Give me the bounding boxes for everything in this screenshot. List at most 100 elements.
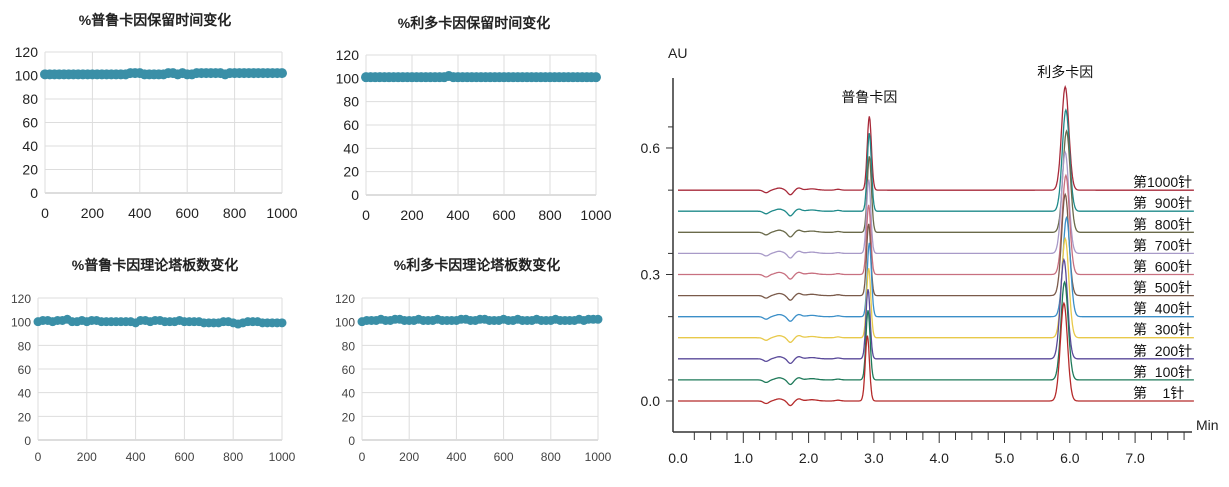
x-tick-label: 1000 bbox=[266, 205, 297, 221]
y-tick-label: 60 bbox=[343, 117, 359, 133]
trace-line bbox=[678, 257, 1194, 365]
chart-title: %利多卡因理论塔板数变化 bbox=[394, 257, 560, 273]
y-tick-label: 0 bbox=[30, 185, 38, 201]
x-tick-label: 600 bbox=[492, 207, 516, 223]
chart-title: %普鲁卡因保留时间变化 bbox=[79, 12, 231, 28]
x-tick-label: 200 bbox=[399, 450, 419, 464]
chromatogram: AU Min 0.0 0.3 0.6 0.0 1.0 2.0 3.0 4.0 5.0 6.0 7.0 普鲁… bbox=[641, 45, 1219, 466]
x-tick-label: 400 bbox=[446, 450, 466, 464]
trace-line bbox=[678, 301, 1194, 407]
trace-label: 第 400针 bbox=[1133, 301, 1192, 317]
y-tick-label: 80 bbox=[343, 94, 359, 110]
x-tick-label: 800 bbox=[223, 205, 247, 221]
y-tick-label: 0.6 bbox=[641, 140, 661, 156]
x-tick-label: 400 bbox=[128, 205, 152, 221]
y-tick-label: 80 bbox=[342, 339, 356, 353]
y-tick-label: 120 bbox=[15, 44, 39, 60]
y-tick-label: 100 bbox=[11, 316, 31, 330]
y-tick-label: 0 bbox=[351, 187, 359, 203]
data-point bbox=[591, 72, 601, 83]
chart-title: %利多卡因保留时间变化 bbox=[398, 15, 550, 31]
x-tick-label: 0 bbox=[41, 205, 49, 221]
trace-line bbox=[678, 280, 1194, 386]
y-tick-label: 20 bbox=[342, 410, 356, 424]
x-tick-label: 0 bbox=[35, 450, 42, 464]
x-tick-label: 1000 bbox=[585, 450, 612, 464]
y-tick-label: 20 bbox=[22, 162, 38, 178]
data-point bbox=[593, 314, 603, 324]
trace-label: 第 700针 bbox=[1133, 237, 1192, 253]
trace-label: 第 900针 bbox=[1133, 195, 1192, 211]
trace-label: 第 800针 bbox=[1133, 216, 1192, 232]
x-tick-label: 0 bbox=[362, 207, 370, 223]
trace-label: 第 300针 bbox=[1133, 322, 1192, 338]
scatter-chart-1: %普鲁卡因保留时间变化 0 20 40 60 80 100 120 0 200 400 600 800 1… bbox=[15, 12, 298, 221]
trace-line bbox=[678, 129, 1194, 238]
x-axis-label: Min bbox=[1196, 417, 1219, 433]
y-tick-label: 100 bbox=[336, 70, 360, 86]
x-tick-label: 0 bbox=[359, 450, 366, 464]
y-tick-label: 120 bbox=[336, 47, 360, 63]
x-tick-label: 800 bbox=[223, 450, 243, 464]
y-tick-label: 0.3 bbox=[641, 266, 661, 282]
y-tick-label: 40 bbox=[342, 387, 356, 401]
x-tick-label: 0.0 bbox=[668, 450, 688, 466]
x-tick-label: 4.0 bbox=[929, 450, 949, 466]
trace-label: 第 1针 bbox=[1133, 385, 1184, 401]
y-tick-label: 40 bbox=[22, 138, 38, 154]
y-tick-label: 20 bbox=[343, 164, 359, 180]
scatter-chart-2: %利多卡因保留时间变化 0 20 40 60 80 100 120 0 200 400 600 800 1… bbox=[336, 15, 612, 223]
y-tick-label: 80 bbox=[22, 91, 38, 107]
x-tick-label: 600 bbox=[494, 450, 514, 464]
x-tick-label: 1.0 bbox=[734, 450, 754, 466]
trace-label: 第 500针 bbox=[1133, 280, 1192, 296]
peak-label: 普鲁卡因 bbox=[841, 89, 897, 105]
y-tick-label: 120 bbox=[335, 292, 355, 306]
y-axis-label: AU bbox=[668, 45, 687, 61]
trace-line bbox=[678, 173, 1194, 280]
trace-label: 第 600针 bbox=[1133, 258, 1192, 274]
y-tick-label: 100 bbox=[15, 68, 39, 84]
x-tick-label: 200 bbox=[81, 205, 105, 221]
trace-line bbox=[678, 150, 1194, 259]
y-tick-label: 60 bbox=[22, 115, 38, 131]
x-tick-label: 800 bbox=[538, 207, 562, 223]
x-tick-label: 1000 bbox=[580, 207, 611, 223]
y-tick-label: 100 bbox=[335, 316, 355, 330]
x-tick-label: 1000 bbox=[269, 450, 296, 464]
y-tick-label: 20 bbox=[18, 410, 32, 424]
trace-label: 第 100针 bbox=[1133, 364, 1192, 380]
data-point bbox=[277, 68, 287, 79]
y-tick-label: 80 bbox=[18, 339, 32, 353]
scatter-chart-3: %普鲁卡因理论塔板数变化 0 20 40 60 80 100 120 0 200 400 600 800… bbox=[11, 257, 296, 464]
scatter-chart-4: %利多卡因理论塔板数变化 0 20 40 60 80 100 120 0 200 400 600 800… bbox=[335, 257, 612, 464]
y-tick-label: 60 bbox=[18, 363, 32, 377]
x-tick-label: 5.0 bbox=[995, 450, 1015, 466]
x-tick-label: 2.0 bbox=[799, 450, 819, 466]
y-tick-label: 0 bbox=[348, 434, 355, 448]
y-tick-label: 40 bbox=[343, 140, 359, 156]
trace-line bbox=[678, 215, 1194, 322]
y-tick-label: 120 bbox=[11, 292, 31, 306]
trace-line bbox=[678, 108, 1194, 217]
x-tick-label: 3.0 bbox=[864, 450, 884, 466]
x-tick-label: 7.0 bbox=[1125, 450, 1145, 466]
trace-label: 第 200针 bbox=[1133, 343, 1192, 359]
trace-line bbox=[678, 192, 1194, 301]
x-tick-label: 600 bbox=[174, 450, 194, 464]
x-tick-label: 6.0 bbox=[1060, 450, 1080, 466]
x-tick-label: 400 bbox=[446, 207, 470, 223]
y-tick-label: 60 bbox=[342, 363, 356, 377]
x-tick-label: 200 bbox=[400, 207, 424, 223]
data-point bbox=[277, 318, 287, 328]
y-tick-label: 0.0 bbox=[641, 393, 661, 409]
chart-title: %普鲁卡因理论塔板数变化 bbox=[72, 257, 238, 273]
trace-line bbox=[678, 84, 1194, 196]
y-tick-label: 0 bbox=[24, 434, 31, 448]
x-tick-label: 400 bbox=[126, 450, 146, 464]
peak-label: 利多卡因 bbox=[1037, 64, 1093, 80]
x-tick-label: 800 bbox=[541, 450, 561, 464]
y-tick-label: 40 bbox=[18, 387, 32, 401]
